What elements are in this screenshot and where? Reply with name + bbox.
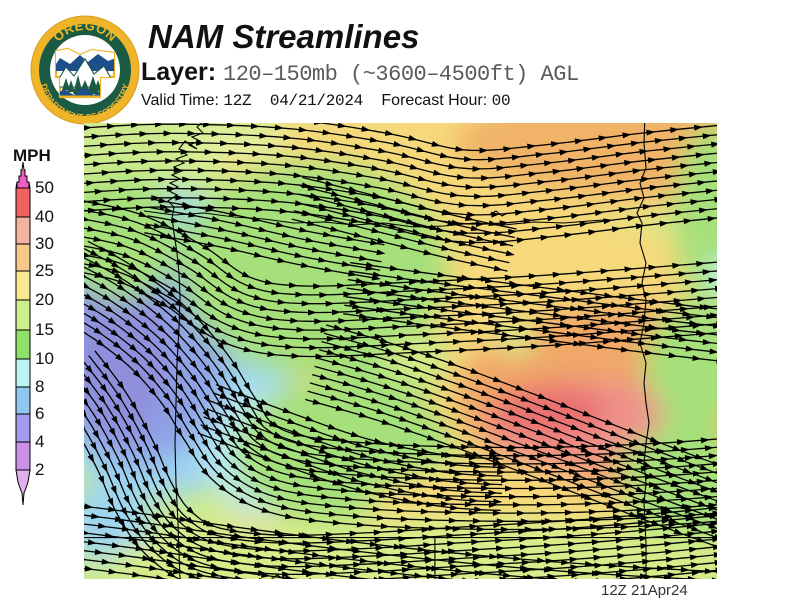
svg-text:6: 6 <box>35 404 44 423</box>
svg-text:8: 8 <box>35 377 44 396</box>
svg-text:30: 30 <box>35 234 54 253</box>
svg-text:15: 15 <box>35 320 54 339</box>
svg-text:10: 10 <box>35 349 54 368</box>
svg-text:25: 25 <box>35 261 54 280</box>
svg-text:4: 4 <box>35 432 44 451</box>
svg-text:50: 50 <box>35 178 54 197</box>
svg-text:2: 2 <box>35 460 44 479</box>
svg-text:40: 40 <box>35 207 54 226</box>
svg-text:20: 20 <box>35 290 54 309</box>
